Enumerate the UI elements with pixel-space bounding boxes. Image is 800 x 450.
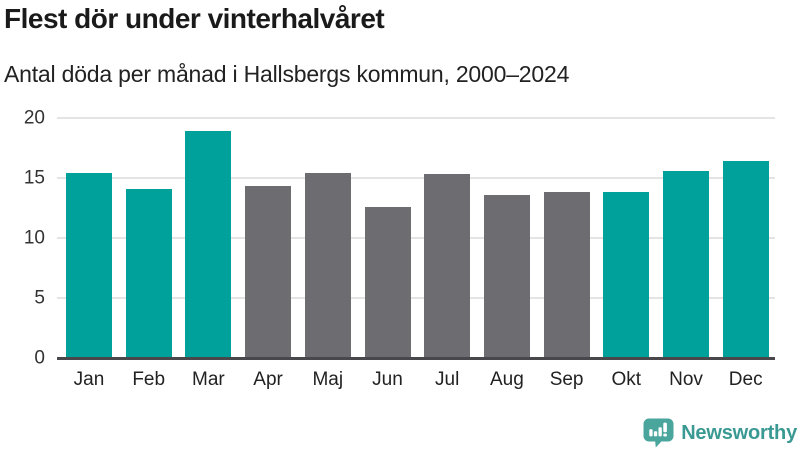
exclamation-dot [663,433,668,437]
bar [364,206,411,358]
brand-logo: Newsworthy [643,418,797,448]
x-tick-label: Jul [435,369,460,390]
y-tick-label: 10 [23,227,45,249]
bar [483,194,530,358]
bar [424,174,471,358]
bar [125,188,172,358]
chart-subtitle: Antal döda per månad i Hallsbergs kommun… [4,61,570,87]
gridline [57,177,775,179]
bar [185,131,232,358]
bar [245,186,292,358]
x-axis: Jan Feb Mar Apr Maj Jun Jul Aug Sep Okt Nov Dec [0,367,800,393]
exclamation-bar [663,422,668,433]
gridline [57,237,775,239]
bar [66,173,112,358]
x-tick-label: Jun [372,369,403,390]
bar [722,161,769,358]
mini-bar-chart-glyph [649,422,668,437]
y-tick-label: 20 [23,107,45,129]
gridline [57,117,775,119]
y-axis: 0 5 10 15 20 [0,109,45,368]
y-tick-label: 15 [23,167,45,189]
bar [663,170,709,358]
x-tick-label: Nov [669,369,703,390]
x-tick-label: Aug [489,369,524,390]
chart-title: Flest dör under vinterhalvåret [4,3,385,34]
brand-name: Newsworthy [681,421,797,444]
x-tick-label: Feb [132,369,166,390]
newsworthy-logo-icon [643,418,674,448]
x-tick-label: Mar [192,369,225,390]
x-tick-label: Okt [611,369,642,390]
y-tick-label: 5 [34,287,45,309]
x-tick-label: Dec [728,369,763,390]
gridline [57,297,775,299]
bar [603,192,650,358]
bar [543,192,590,358]
y-tick-label: 0 [34,347,45,369]
plot-area [57,117,775,358]
x-tick-label: Sep [549,369,584,390]
bar [304,173,351,358]
x-axis-line [57,357,775,360]
x-tick-label: Maj [312,369,344,390]
x-tick-label: Jan [73,369,105,390]
x-tick-label: Apr [253,369,283,390]
